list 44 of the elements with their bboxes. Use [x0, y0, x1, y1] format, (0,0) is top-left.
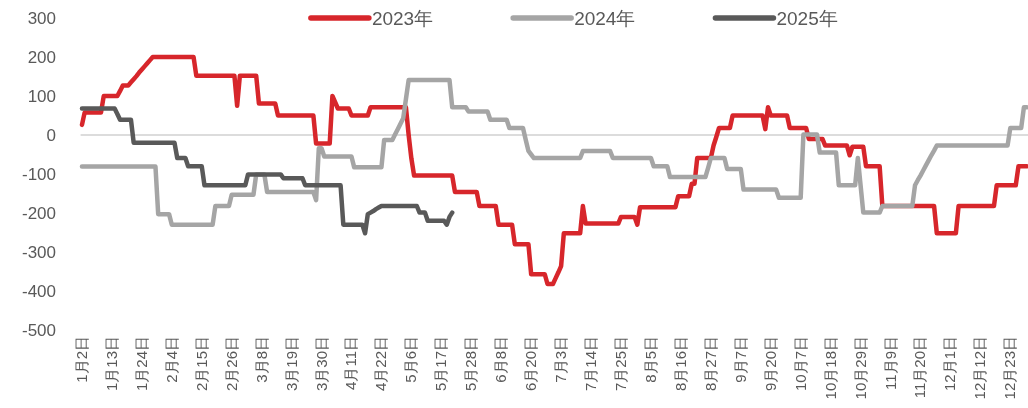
x-tick-label: 9月20日	[761, 336, 779, 392]
y-tick-label: -500	[21, 321, 56, 340]
x-tick-label: 8月5日	[641, 336, 659, 383]
x-tick-label: 3月19日	[282, 336, 300, 392]
x-tick-label: 11月9日	[881, 336, 899, 390]
y-tick-label: -400	[21, 282, 56, 301]
x-tick-label: 1月13日	[102, 336, 120, 392]
x-tick-label: 8月16日	[671, 336, 689, 392]
x-tick-label: 6月20日	[522, 336, 540, 392]
x-tick-label: 12月23日	[1001, 336, 1019, 400]
x-tick-label: 2月15日	[192, 336, 210, 392]
x-tick-label: 10月29日	[851, 336, 869, 400]
x-tick-label: 2月26日	[222, 336, 240, 392]
legend-label: 2024年	[574, 8, 636, 29]
x-tick-label: 12月12日	[971, 336, 989, 400]
x-tick-label: 12月1日	[941, 336, 959, 392]
y-tick-label: -300	[21, 243, 56, 262]
y-tick-label: 0	[46, 126, 56, 145]
x-tick-label: 6月8日	[492, 336, 510, 383]
x-tick-label: 5月28日	[462, 336, 480, 392]
x-tick-label: 8月27日	[701, 336, 719, 392]
x-tick-label: 1月24日	[132, 336, 150, 392]
y-tick-label: 200	[27, 48, 56, 67]
legend-label: 2025年	[776, 8, 838, 29]
y-tick-label: 300	[27, 9, 56, 28]
x-tick-label: 5月6日	[402, 336, 420, 383]
x-tick-label: 7月14日	[582, 336, 600, 392]
x-tick-label: 7月25日	[612, 336, 629, 392]
y-tick-label: -200	[21, 204, 56, 223]
x-tick-label: 10月7日	[791, 336, 809, 392]
x-tick-label: 9月7日	[731, 336, 749, 383]
x-tick-label: 2月4日	[162, 336, 180, 383]
x-tick-label: 4月11日	[342, 336, 360, 390]
legend-label: 2023年	[371, 8, 434, 29]
x-tick-label: 1月2日	[72, 336, 90, 383]
x-tick-label: 10月18日	[821, 336, 839, 400]
x-tick-label: 3月8日	[252, 336, 270, 383]
x-tick-label: 3月30日	[312, 336, 330, 392]
x-tick-label: 11月20日	[911, 336, 929, 399]
x-tick-label: 5月17日	[432, 336, 450, 392]
x-tick-label: 7月3日	[552, 336, 570, 383]
y-tick-label: 100	[27, 87, 56, 106]
y-tick-label: -100	[21, 165, 56, 184]
x-tick-label: 4月22日	[372, 336, 390, 392]
